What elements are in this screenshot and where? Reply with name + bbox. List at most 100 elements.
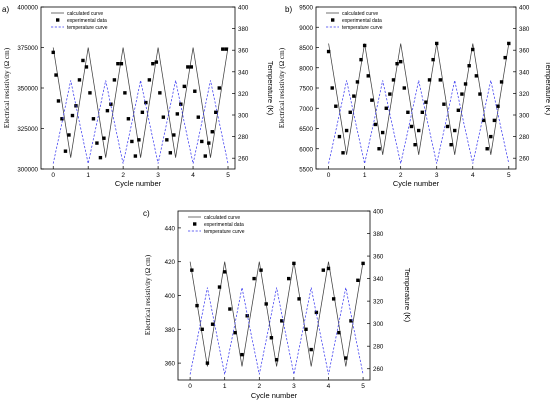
data-point (503, 55, 507, 60)
data-point (130, 139, 134, 144)
data-point (151, 62, 155, 66)
y-tick-label: 300000 (17, 167, 38, 174)
x-tick-label: 2 (121, 172, 125, 179)
data-point (210, 322, 215, 326)
data-point (105, 108, 110, 113)
data-point (438, 78, 443, 82)
data-point (98, 155, 103, 160)
data-point (380, 130, 385, 135)
data-point (168, 151, 173, 155)
x-tick-label: 4 (327, 383, 331, 390)
y-tick-label: 440 (165, 225, 176, 232)
y2-tick-label: 380 (519, 26, 530, 33)
data-point (377, 147, 381, 151)
data-point (406, 110, 410, 114)
data-point (373, 122, 378, 127)
y-tick-label: 9000 (299, 25, 313, 32)
data-point (449, 143, 453, 147)
panel-label: b) (285, 5, 292, 14)
y2-tick-label: 340 (519, 69, 530, 76)
legend-swatch-square (193, 222, 197, 226)
chart-panel-2: 5500 6000 6500 7000 7500 8000 8500 9000 9500 260 2… (278, 5, 550, 189)
data-point (352, 94, 356, 98)
legend-swatch-square (331, 18, 335, 22)
data-point (349, 319, 353, 323)
data-point (88, 91, 92, 95)
x-tick-label: 0 (188, 383, 192, 390)
data-point (348, 110, 352, 114)
data-point (217, 285, 222, 289)
data-point (147, 78, 152, 82)
data-point (214, 110, 218, 114)
data-point (259, 268, 263, 272)
x-tick-label: 2 (257, 383, 261, 390)
data-point (297, 297, 301, 301)
data-point (398, 59, 403, 64)
legend-label: calculated curve (67, 11, 103, 17)
data-point (478, 92, 482, 96)
data-point (356, 278, 360, 282)
data-point (196, 115, 200, 119)
data-point (126, 117, 131, 121)
data-point (304, 327, 308, 331)
x-tick-label: 1 (363, 172, 367, 179)
data-point (133, 154, 138, 158)
calculated-curve-line (328, 43, 510, 155)
data-point (424, 100, 428, 104)
data-point (292, 261, 296, 266)
data-point (60, 117, 64, 121)
y2-tick-label: 280 (373, 344, 384, 351)
data-point (70, 113, 75, 118)
data-point (330, 86, 334, 90)
data-point (280, 319, 284, 323)
legend-label: temperature curve (67, 25, 108, 31)
data-point (81, 58, 85, 63)
data-point (366, 74, 370, 78)
data-point (409, 124, 414, 129)
data-point (240, 352, 244, 357)
y-tick-label: 400 (165, 293, 176, 300)
y2-tick-label: 300 (519, 113, 530, 120)
data-point (453, 128, 457, 133)
data-point (186, 65, 190, 69)
data-point (496, 104, 500, 108)
data-point (427, 78, 432, 82)
data-point (456, 108, 461, 112)
data-point (95, 141, 99, 145)
x-axis-label: Cycle number (393, 179, 440, 188)
data-point (228, 307, 232, 311)
data-point (200, 139, 204, 144)
data-point (91, 117, 96, 121)
temperature-curve-line (52, 80, 229, 164)
data-point (314, 310, 319, 315)
y2-tick-label: 320 (373, 299, 384, 306)
temperature-curve-line (189, 287, 364, 375)
data-point (467, 64, 471, 68)
data-point (370, 98, 374, 102)
y-tick-label: 8000 (299, 65, 313, 72)
y2-tick-label: 340 (373, 276, 384, 283)
data-point (326, 49, 331, 54)
data-point (492, 118, 497, 123)
y-tick-label: 375000 (17, 45, 38, 52)
data-point (507, 41, 511, 46)
data-point (274, 358, 279, 362)
data-point (54, 73, 58, 77)
data-point (193, 89, 197, 93)
y-tick-label: 420 (165, 259, 176, 266)
chart-panel-1: 300000 325000 350000 375000 400000 260 280 300 3… (2, 5, 275, 189)
y2-axis-label: Temperature (K) (266, 61, 275, 116)
data-point (140, 110, 145, 114)
calculated-curve-line (189, 261, 364, 367)
y-axis-label: Electrical resistivity (Ω cm) (3, 47, 11, 128)
data-point (391, 78, 396, 82)
data-point (123, 91, 127, 95)
data-point (217, 86, 221, 90)
y-tick-label: 8500 (299, 45, 313, 52)
data-point (189, 65, 194, 69)
data-point (309, 347, 313, 352)
x-tick-label: 5 (507, 172, 511, 179)
